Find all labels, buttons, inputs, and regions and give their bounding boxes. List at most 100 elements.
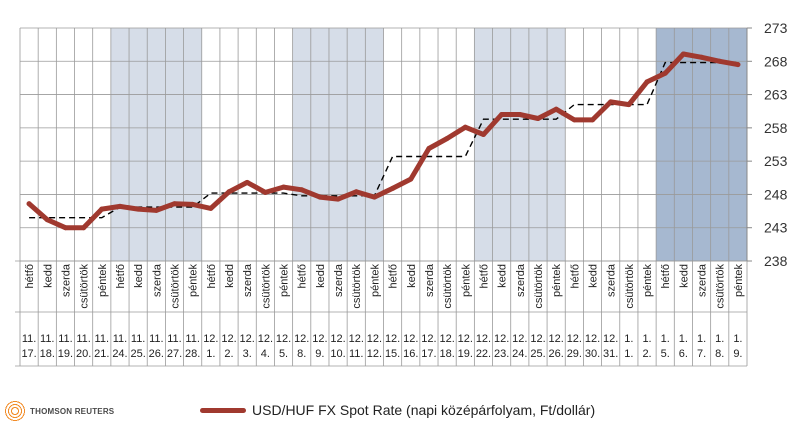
logo-text: THOMSON REUTERS xyxy=(30,406,115,416)
x-tick-label-day: csütörtök xyxy=(715,264,727,309)
x-tick-label-month: 12. xyxy=(276,333,291,345)
y-tick-label-258: 258 xyxy=(764,120,788,136)
x-tick-label-day: hétfő xyxy=(569,264,581,288)
thomson-reuters-logo-icon xyxy=(4,400,26,422)
data-point xyxy=(735,62,741,68)
x-tick-label-month: 1. xyxy=(697,333,706,345)
x-tick-label-date: 1. xyxy=(206,348,215,360)
x-tick-label-day: hétfő xyxy=(115,264,127,288)
legend-label: USD/HUF FX Spot Rate (napi középárfolyam… xyxy=(252,402,596,418)
x-tick-label-date: 2. xyxy=(642,348,651,360)
week-shade-4 xyxy=(292,28,384,261)
x-tick-label-day: hétfő xyxy=(24,264,36,288)
x-tick-label-month: 12. xyxy=(349,333,364,345)
x-tick-label-day: csütörtök xyxy=(260,264,272,309)
x-tick-label-day: péntek xyxy=(369,264,381,298)
x-tick-label-date: 28. xyxy=(185,348,200,360)
data-point xyxy=(26,201,32,207)
x-tick-label-date: 26. xyxy=(549,348,564,360)
x-tick-label-day: szerda xyxy=(424,263,436,297)
data-point xyxy=(371,194,377,200)
x-tick-label-month: 12. xyxy=(567,333,582,345)
data-point xyxy=(62,225,68,231)
x-tick-label-date: 27. xyxy=(167,348,182,360)
x-tick-label-month: 11. xyxy=(113,333,127,345)
data-point xyxy=(535,116,541,122)
x-tick-label-day: csütörtök xyxy=(351,264,363,309)
data-point xyxy=(99,206,105,212)
data-point xyxy=(44,217,50,223)
x-tick-label-day: kedd xyxy=(588,264,600,288)
x-tick-label-month: 12. xyxy=(585,333,600,345)
x-tick-label-month: 12. xyxy=(439,333,454,345)
x-tick-label-day: csütörtök xyxy=(624,264,636,309)
data-point xyxy=(353,189,359,195)
x-tick-label-month: 12. xyxy=(385,333,400,345)
x-tick-label-month: 1. xyxy=(624,333,633,345)
data-point xyxy=(717,58,723,64)
x-tick-label-month: 12. xyxy=(476,333,491,345)
x-tick-label-date: 9. xyxy=(733,348,742,360)
x-tick-label-day: kedd xyxy=(497,264,509,288)
data-point xyxy=(117,203,123,209)
x-tick-label-day: szerda xyxy=(151,263,163,297)
data-point xyxy=(299,187,305,193)
legend-line-swatch xyxy=(200,407,246,413)
x-tick-label-day: péntek xyxy=(460,264,472,298)
x-tick-label-month: 12. xyxy=(512,333,527,345)
x-tick-label-month: 12. xyxy=(403,333,418,345)
x-tick-label-month: 11. xyxy=(40,333,54,345)
x-tick-label-date: 25. xyxy=(130,348,145,360)
x-tick-label-month: 11. xyxy=(131,333,145,345)
data-point xyxy=(426,145,432,151)
x-tick-label-day: kedd xyxy=(315,264,327,288)
x-tick-label-date: 20. xyxy=(76,348,91,360)
y-tick-label-253: 253 xyxy=(764,153,788,169)
x-tick-label-date: 29. xyxy=(567,348,582,360)
x-tick-label-month: 12. xyxy=(203,333,218,345)
data-point xyxy=(680,51,686,57)
y-tick-label-248: 248 xyxy=(764,186,788,202)
x-tick-label-date: 3. xyxy=(243,348,252,360)
data-point xyxy=(480,132,486,138)
data-point xyxy=(190,201,196,207)
x-tick-label-date: 22. xyxy=(476,348,491,360)
x-tick-label-month: 1. xyxy=(715,333,724,345)
x-tick-label-date: 8. xyxy=(297,348,306,360)
week-shade-2 xyxy=(110,28,202,261)
x-tick-label-day: csütörtök xyxy=(169,264,181,309)
data-point xyxy=(208,205,214,211)
x-tick-label-day: szerda xyxy=(515,263,527,297)
x-tick-label-date: 5. xyxy=(279,348,288,360)
x-tick-label-date: 6. xyxy=(679,348,688,360)
x-tick-label-month: 12. xyxy=(458,333,473,345)
x-tick-label-day: szerda xyxy=(242,263,254,297)
x-tick-label-date: 26. xyxy=(149,348,164,360)
x-tick-label-day: hétfő xyxy=(478,264,490,288)
x-tick-label-month: 12. xyxy=(221,333,236,345)
data-point xyxy=(571,117,577,123)
x-tick-label-day: szerda xyxy=(697,263,709,297)
x-tick-label-date: 5. xyxy=(661,348,670,360)
x-tick-label-month: 12. xyxy=(240,333,255,345)
x-tick-label-month: 12. xyxy=(549,333,564,345)
x-tick-label-day: péntek xyxy=(551,264,563,298)
x-tick-label-day: szerda xyxy=(60,263,72,297)
x-tick-label-date: 31. xyxy=(603,348,618,360)
x-tick-label-month: 11. xyxy=(185,333,199,345)
y-tick-label-268: 268 xyxy=(764,53,788,69)
x-tick-label-month: 1. xyxy=(679,333,688,345)
data-point xyxy=(553,106,559,112)
x-tick-label-day: csütörtök xyxy=(533,264,545,309)
x-tick-label-day: szerda xyxy=(333,263,345,297)
x-tick-label-month: 11. xyxy=(58,333,72,345)
x-tick-label-month: 1. xyxy=(642,333,651,345)
x-tick-label-date: 16. xyxy=(403,348,418,360)
y-tick-label-243: 243 xyxy=(764,220,788,236)
x-tick-label-month: 12. xyxy=(330,333,345,345)
data-point xyxy=(517,112,523,118)
series-usd-huf-line xyxy=(26,51,741,231)
y-tick-label-273: 273 xyxy=(764,20,788,36)
data-point xyxy=(408,176,414,182)
x-tick-label-day: csütörtök xyxy=(79,264,91,309)
